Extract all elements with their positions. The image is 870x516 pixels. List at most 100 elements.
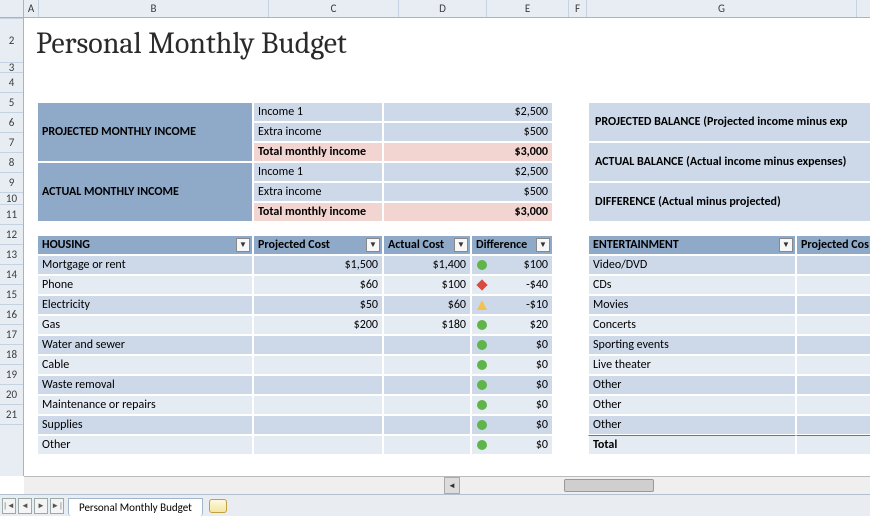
- tab-nav-last[interactable]: ►|: [50, 498, 64, 514]
- housing-difference[interactable]: -$40: [471, 275, 553, 295]
- income-row-value[interactable]: $3,000: [383, 142, 553, 162]
- ent-item-value[interactable]: [796, 315, 870, 335]
- housing-item-label[interactable]: Waste removal: [37, 375, 253, 395]
- housing-actual[interactable]: [383, 415, 471, 435]
- income-row-value[interactable]: $500: [383, 122, 553, 142]
- entertainment-header[interactable]: ENTERTAINMENT▼: [588, 235, 796, 255]
- sheet-tab[interactable]: Personal Monthly Budget: [68, 498, 203, 516]
- row-header-13[interactable]: 13: [0, 245, 23, 265]
- ent-item-value[interactable]: [796, 375, 870, 395]
- col-projected-cost[interactable]: Projected Cost▼: [253, 235, 383, 255]
- income-row-label[interactable]: Income 1: [253, 162, 383, 182]
- housing-projected[interactable]: $50: [253, 295, 383, 315]
- housing-difference[interactable]: $0: [471, 415, 553, 435]
- housing-projected[interactable]: [253, 375, 383, 395]
- housing-item-label[interactable]: Electricity: [37, 295, 253, 315]
- new-sheet-button[interactable]: [209, 499, 227, 513]
- housing-item-label[interactable]: Mortgage or rent: [37, 255, 253, 275]
- ent-item-value[interactable]: [796, 395, 870, 415]
- row-header-19[interactable]: 19: [0, 365, 23, 385]
- row-header-7[interactable]: 7: [0, 133, 23, 153]
- hscroll-thumb[interactable]: [564, 479, 654, 492]
- housing-actual[interactable]: $1,400: [383, 255, 471, 275]
- housing-actual[interactable]: [383, 435, 471, 455]
- row-header-14[interactable]: 14: [0, 265, 23, 285]
- housing-item-label[interactable]: Cable: [37, 355, 253, 375]
- housing-actual[interactable]: $100: [383, 275, 471, 295]
- col-actual-cost[interactable]: Actual Cost▼: [383, 235, 471, 255]
- ent-item-value[interactable]: [796, 435, 870, 455]
- housing-item-label[interactable]: Maintenance or repairs: [37, 395, 253, 415]
- housing-item-label[interactable]: Water and sewer: [37, 335, 253, 355]
- housing-difference[interactable]: $20: [471, 315, 553, 335]
- housing-projected[interactable]: $1,500: [253, 255, 383, 275]
- housing-item-label[interactable]: Gas: [37, 315, 253, 335]
- col-header-F[interactable]: F: [569, 0, 587, 17]
- income-row-label[interactable]: Extra income: [253, 122, 383, 142]
- housing-difference[interactable]: $0: [471, 395, 553, 415]
- filter-dropdown-icon[interactable]: ▼: [536, 238, 550, 252]
- housing-difference[interactable]: $0: [471, 335, 553, 355]
- row-header-17[interactable]: 17: [0, 325, 23, 345]
- row-header-21[interactable]: 21: [0, 405, 23, 425]
- income-row-value[interactable]: $500: [383, 182, 553, 202]
- income-row-label[interactable]: Total monthly income: [253, 142, 383, 162]
- tab-nav-first[interactable]: |◄: [2, 498, 16, 514]
- ent-item-label[interactable]: Concerts: [588, 315, 796, 335]
- col-header-B[interactable]: B: [39, 0, 269, 17]
- housing-projected[interactable]: [253, 415, 383, 435]
- col-header-C[interactable]: C: [269, 0, 399, 17]
- horizontal-scrollbar[interactable]: ◄ ►: [24, 476, 870, 494]
- ent-item-label[interactable]: Total: [588, 435, 796, 455]
- ent-item-value[interactable]: [796, 295, 870, 315]
- housing-projected[interactable]: [253, 435, 383, 455]
- filter-dropdown-icon[interactable]: ▼: [366, 238, 380, 252]
- col-header-G[interactable]: G: [587, 0, 857, 17]
- housing-projected[interactable]: [253, 355, 383, 375]
- income-row-value[interactable]: $3,000: [383, 202, 553, 222]
- row-header-2[interactable]: 2: [0, 19, 23, 63]
- col-header-A[interactable]: A: [24, 0, 39, 17]
- filter-dropdown-icon[interactable]: ▼: [779, 238, 793, 252]
- ent-item-label[interactable]: Movies: [588, 295, 796, 315]
- row-header-20[interactable]: 20: [0, 385, 23, 405]
- income-row-value[interactable]: $2,500: [383, 162, 553, 182]
- ent-item-value[interactable]: [796, 415, 870, 435]
- housing-actual[interactable]: $180: [383, 315, 471, 335]
- select-all-corner[interactable]: [0, 0, 24, 18]
- scroll-left-button[interactable]: ◄: [444, 477, 460, 494]
- housing-item-label[interactable]: Phone: [37, 275, 253, 295]
- housing-difference[interactable]: -$10: [471, 295, 553, 315]
- ent-item-value[interactable]: [796, 255, 870, 275]
- housing-item-label[interactable]: Other: [37, 435, 253, 455]
- row-header-15[interactable]: 15: [0, 285, 23, 305]
- ent-item-value[interactable]: [796, 355, 870, 375]
- housing-projected[interactable]: $200: [253, 315, 383, 335]
- income-row-label[interactable]: Extra income: [253, 182, 383, 202]
- row-header-12[interactable]: 12: [0, 225, 23, 245]
- ent-item-label[interactable]: Other: [588, 395, 796, 415]
- housing-difference[interactable]: $0: [471, 435, 553, 455]
- housing-actual[interactable]: [383, 335, 471, 355]
- income-row-label[interactable]: Total monthly income: [253, 202, 383, 222]
- row-header-16[interactable]: 16: [0, 305, 23, 325]
- income-row-label[interactable]: Income 1: [253, 102, 383, 122]
- col-header-E[interactable]: E: [487, 0, 569, 17]
- row-header-10[interactable]: 10: [0, 193, 23, 205]
- row-header-11[interactable]: 11: [0, 205, 23, 225]
- ent-item-label[interactable]: Video/DVD: [588, 255, 796, 275]
- housing-difference[interactable]: $100: [471, 255, 553, 275]
- row-header-18[interactable]: 18: [0, 345, 23, 365]
- tab-nav-next[interactable]: ►: [34, 498, 48, 514]
- tab-nav-prev[interactable]: ◄: [18, 498, 32, 514]
- ent-col-projected[interactable]: Projected Cos: [796, 235, 870, 255]
- row-header-9[interactable]: 9: [0, 173, 23, 193]
- row-header-4[interactable]: 4: [0, 73, 23, 93]
- income-row-value[interactable]: $2,500: [383, 102, 553, 122]
- ent-item-label[interactable]: Other: [588, 415, 796, 435]
- col-difference[interactable]: Difference▼: [471, 235, 553, 255]
- ent-item-label[interactable]: CDs: [588, 275, 796, 295]
- housing-actual[interactable]: $60: [383, 295, 471, 315]
- housing-difference[interactable]: $0: [471, 375, 553, 395]
- row-header-8[interactable]: 8: [0, 153, 23, 173]
